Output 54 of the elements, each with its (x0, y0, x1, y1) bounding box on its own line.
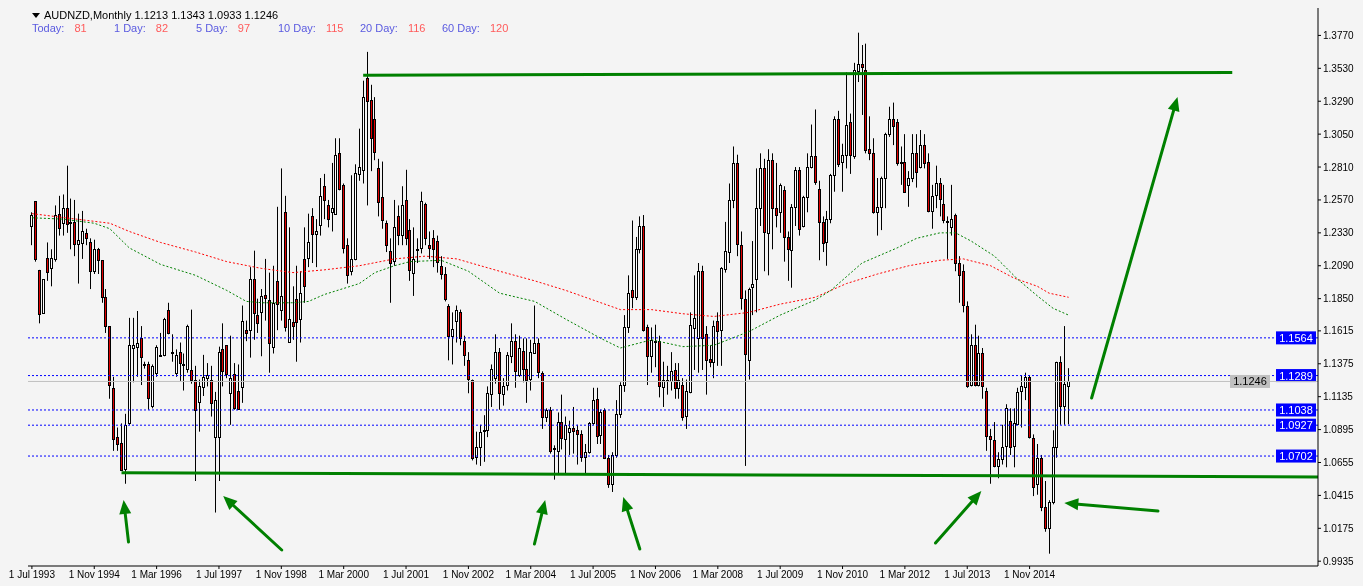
x-tick-label: 1 Jul 1993 (8, 569, 56, 581)
x-tick-label: 1 Jul 2005 (570, 569, 617, 581)
candlestick (77, 213, 80, 284)
x-tick-label: 1 Mar 1996 (131, 569, 183, 581)
candlestick (69, 198, 72, 250)
annotation: Today: 81 (32, 22, 87, 34)
ref-line-label: 1.0702 (1279, 450, 1313, 463)
y-tick-label: 1.3770 (1323, 29, 1355, 41)
x-tick-label: 1 Nov 2002 (442, 569, 495, 581)
y-tick-label: 1.2570 (1323, 194, 1355, 206)
y-tick-label: 1.1850 (1323, 293, 1355, 305)
y-tick-label: 1.3290 (1323, 95, 1355, 107)
candlestick (315, 219, 318, 268)
y-tick-label: 0.9935 (1323, 555, 1355, 567)
chart-title: AUDNZD,Monthly 1.1213 1.1343 1.0933 1.1246 (44, 9, 279, 22)
y-tick-label: 1.1135 (1323, 391, 1354, 403)
x-tick-label: 1 Jul 2009 (757, 569, 804, 581)
x-tick-label: 1 Mar 2012 (879, 569, 931, 581)
annotation: 10 Day: 115 (278, 22, 344, 34)
y-tick-label: 1.3530 (1323, 62, 1355, 74)
x-tick-label: 1 Nov 2014 (1004, 569, 1056, 581)
y-tick-label: 1.0175 (1323, 522, 1355, 534)
x-tick-label: 1 Nov 1998 (255, 569, 308, 581)
x-tick-label: 1 Jul 2013 (944, 569, 991, 581)
y-tick-label: 1.2090 (1323, 260, 1355, 272)
x-tick-label: 1 Mar 2008 (692, 569, 744, 581)
x-tick-label: 1 Nov 2010 (816, 569, 869, 581)
candlestick (416, 238, 419, 264)
annotation: 20 Day: 116 (360, 22, 426, 34)
ref-line-label: 1.1289 (1279, 369, 1313, 382)
ref-line-label: 1.1246 (1233, 375, 1267, 388)
annotation: 1 Day: 82 (114, 22, 169, 34)
x-tick-label: 1 Mar 2004 (505, 569, 557, 581)
y-tick-label: 1.2330 (1323, 227, 1355, 239)
y-tick-label: 1.0415 (1323, 489, 1355, 501)
x-tick-label: 1 Mar 2000 (318, 569, 370, 581)
y-tick-label: 1.0655 (1323, 457, 1355, 469)
y-tick-label: 1.1375 (1323, 358, 1355, 370)
ref-line-label: 1.0927 (1279, 419, 1313, 432)
x-tick-label: 1 Nov 1994 (68, 569, 121, 581)
y-tick-label: 1.1615 (1323, 325, 1355, 337)
annotation: 60 Day: 120 (442, 22, 509, 34)
candlestick (264, 258, 267, 321)
line-series (31, 213, 1070, 317)
y-tick-label: 1.2810 (1323, 161, 1355, 173)
candlestick (946, 216, 949, 259)
annotation: 5 Day: 97 (196, 22, 251, 34)
ref-line-label: 1.1564 (1279, 331, 1313, 344)
x-tick-label: 1 Jul 1997 (195, 569, 243, 581)
ref-line-label: 1.1038 (1279, 403, 1313, 416)
y-tick-label: 1.0895 (1323, 424, 1355, 436)
y-tick-label: 1.3050 (1323, 128, 1355, 140)
x-tick-label: 1 Nov 2006 (629, 569, 682, 581)
x-tick-label: 1 Jul 2001 (382, 569, 430, 581)
